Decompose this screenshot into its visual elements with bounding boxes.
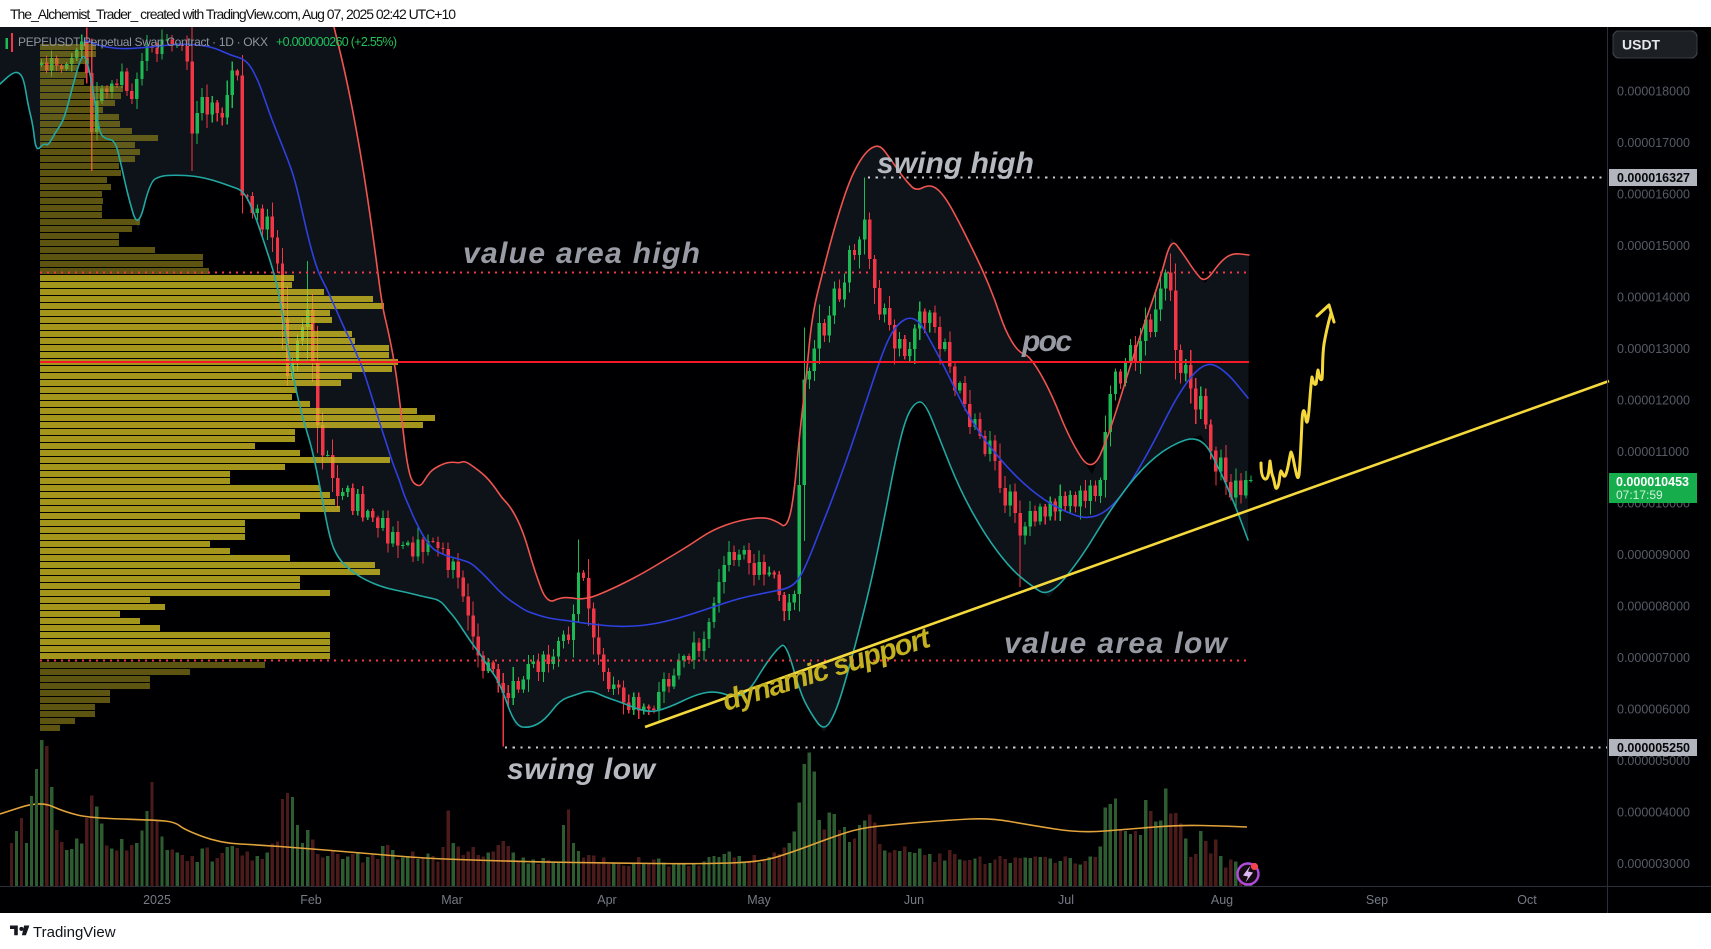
svg-text:0.000013000: 0.000013000 [1617, 342, 1690, 356]
svg-text:The_Alchemist_Trader_ created: The_Alchemist_Trader_ created with Tradi… [10, 6, 456, 22]
svg-text:swing low: swing low [507, 753, 657, 786]
svg-text:0.000005250: 0.000005250 [1617, 741, 1690, 755]
svg-text:2025: 2025 [143, 893, 171, 907]
svg-text:0.000003000: 0.000003000 [1617, 857, 1690, 871]
svg-text:0.000016327: 0.000016327 [1617, 171, 1690, 185]
svg-text:swing high: swing high [877, 147, 1034, 180]
svg-text:0.000018000: 0.000018000 [1617, 84, 1690, 98]
svg-text:07:17:59: 07:17:59 [1616, 488, 1663, 502]
svg-text:poc: poc [1021, 325, 1072, 358]
svg-text:PEPEUSDT Perpetual Swap Contra: PEPEUSDT Perpetual Swap Contract · 1D · … [18, 35, 268, 49]
svg-text:0.000009000: 0.000009000 [1617, 548, 1690, 562]
svg-text:Aug: Aug [1211, 893, 1233, 907]
svg-text:May: May [747, 893, 771, 907]
svg-text:Oct: Oct [1517, 893, 1537, 907]
svg-text:Sep: Sep [1366, 893, 1388, 907]
svg-text:value area low: value area low [1004, 627, 1229, 660]
svg-text:0.000012000: 0.000012000 [1617, 393, 1690, 407]
svg-text:0.000014000: 0.000014000 [1617, 290, 1690, 304]
svg-text:0.000017000: 0.000017000 [1617, 136, 1690, 150]
svg-text:0.000004000: 0.000004000 [1617, 805, 1690, 819]
svg-text:USDT: USDT [1622, 37, 1661, 53]
svg-text:0.000006000: 0.000006000 [1617, 702, 1690, 716]
svg-text:0.000007000: 0.000007000 [1617, 651, 1690, 665]
svg-text:0.000008000: 0.000008000 [1617, 599, 1690, 613]
svg-text:Apr: Apr [597, 893, 616, 907]
svg-text:value area high: value area high [463, 237, 700, 270]
svg-text:0.000016000: 0.000016000 [1617, 187, 1690, 201]
svg-text:Jul: Jul [1058, 893, 1074, 907]
svg-text:0.000005000: 0.000005000 [1617, 754, 1690, 768]
svg-text:0.000011000: 0.000011000 [1617, 445, 1689, 459]
svg-text:Feb: Feb [300, 893, 322, 907]
svg-text:Jun: Jun [904, 893, 924, 907]
svg-text:TradingView: TradingView [33, 924, 116, 941]
svg-text:Mar: Mar [441, 893, 463, 907]
svg-text:0.000010453: 0.000010453 [1616, 475, 1689, 489]
svg-text:+0.000000260 (+2.55%): +0.000000260 (+2.55%) [276, 35, 397, 49]
svg-text:0.000015000: 0.000015000 [1617, 239, 1690, 253]
